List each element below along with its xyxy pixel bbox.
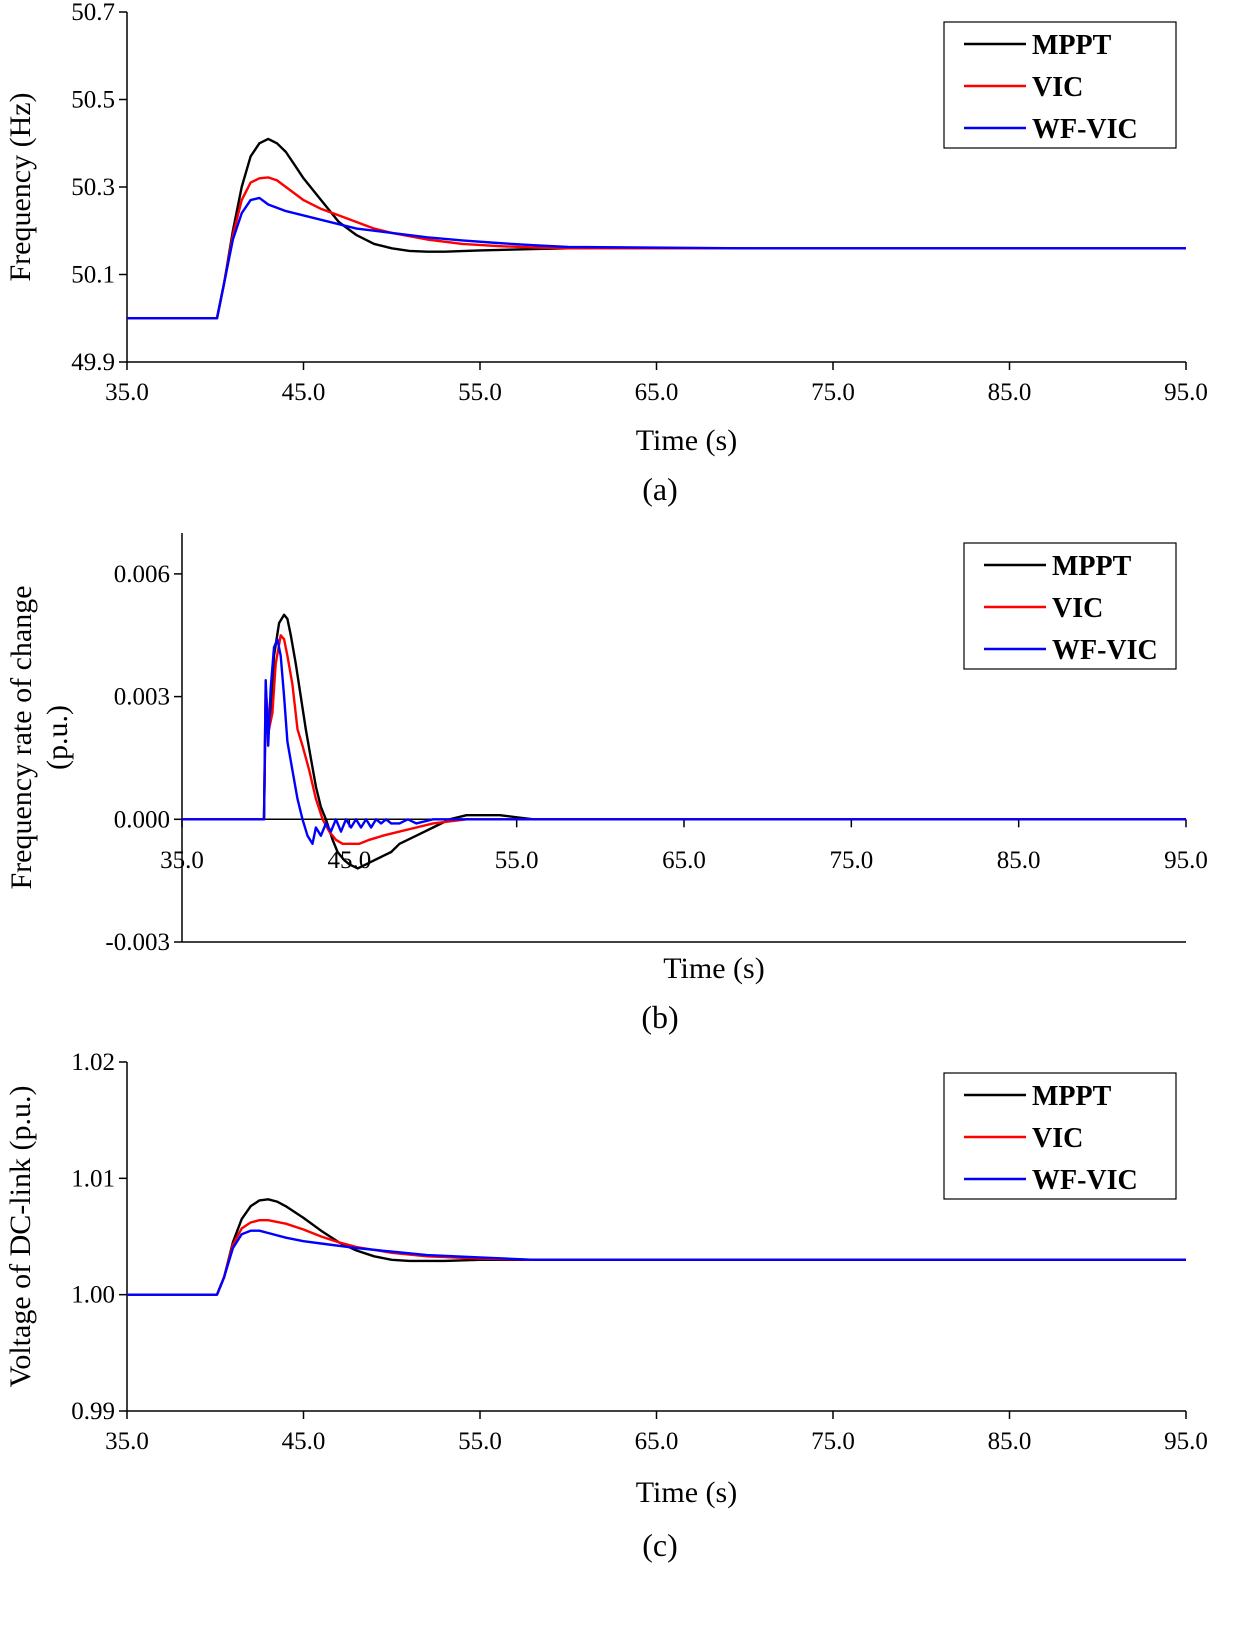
x-tick-label: 65.0 (635, 1428, 679, 1455)
y-tick-label: 0.99 (71, 1398, 115, 1425)
series-line-vic (127, 1218, 1186, 1296)
series-line-mppt (182, 613, 1186, 870)
series-line-wf-vic (182, 638, 1186, 845)
y-tick-label: 50.5 (71, 87, 115, 114)
x-tick-label: 85.0 (988, 379, 1032, 406)
x-tick-label: 95.0 (1164, 1428, 1208, 1455)
x-tick-label: 35.0 (160, 847, 204, 874)
x-tick-label: 95.0 (1164, 379, 1208, 406)
series-line-mppt (127, 1198, 1186, 1296)
legend-label: WF-VIC (1052, 635, 1158, 666)
x-tick-label: 65.0 (635, 379, 679, 406)
x-tick-label: 75.0 (829, 847, 873, 874)
legend-label: WF-VIC (1032, 1165, 1138, 1196)
x-tick-label: 95.0 (1164, 847, 1208, 874)
legend: MPPT VIC WF-VIC (963, 542, 1177, 670)
y-tick-label: 50.7 (71, 0, 115, 26)
x-tick-label: 75.0 (811, 1428, 855, 1455)
legend: MPPT VIC WF-VIC (943, 1072, 1177, 1200)
y-tick-label: 1.00 (71, 1282, 115, 1309)
x-tick-label: 45.0 (327, 847, 371, 874)
x-tick-label: 45.0 (282, 379, 326, 406)
y-tick-label: 1.01 (71, 1165, 115, 1192)
x-tick-label: 65.0 (662, 847, 706, 874)
y-tick-label: -0.003 (105, 929, 170, 956)
panel-caption: (c) (642, 1527, 678, 1563)
y-tick-label: 1.02 (71, 1049, 115, 1076)
series-line-wf-vic (127, 196, 1186, 320)
y-axis-title: Voltage of DC-link (p.u.) (4, 1086, 37, 1388)
x-axis-title: Time (s) (663, 952, 764, 985)
legend-label: VIC (1032, 72, 1083, 103)
x-tick-label: 85.0 (988, 1428, 1032, 1455)
y-tick-label: 0.003 (114, 684, 170, 711)
chart-panel-1: 49.9 50.1 50.3 50.5 50.7 35.0 45.0 55.0 65.0 75.0… (4, 0, 1208, 507)
legend: MPPT VIC WF-VIC (943, 21, 1177, 149)
x-axis-title: Time (s) (636, 1476, 737, 1509)
legend-label: VIC (1052, 593, 1103, 624)
y-axis-title: Frequency rate of change (p.u.) (5, 585, 74, 889)
series-line-vic (182, 634, 1186, 845)
y-tick-label: 0.006 (114, 561, 170, 588)
x-tick-label: 35.0 (105, 379, 149, 406)
x-tick-label: 55.0 (495, 847, 539, 874)
series-line-vic (127, 176, 1186, 320)
x-tick-label: 45.0 (282, 1428, 326, 1455)
x-tick-label: 35.0 (105, 1428, 149, 1455)
x-axis-title: Time (s) (636, 424, 737, 457)
legend-label: MPPT (1032, 1081, 1112, 1112)
legend-label: MPPT (1032, 30, 1112, 61)
y-axis-title: Frequency (Hz) (4, 92, 37, 281)
y-tick-label: 50.1 (71, 262, 115, 289)
x-tick-label: 55.0 (458, 379, 502, 406)
y-tick-label: 50.3 (71, 174, 115, 201)
series-line-wf-vic (127, 1229, 1186, 1296)
y-tick-label: 49.9 (71, 349, 115, 376)
x-tick-label: 75.0 (811, 379, 855, 406)
legend-label: VIC (1032, 1123, 1083, 1154)
chart-panel-3: 0.99 1.00 1.01 1.02 35.0 45.0 55.0 65.0 75.0 85.0… (4, 1049, 1208, 1563)
x-tick-label: 85.0 (997, 847, 1041, 874)
legend-label: MPPT (1052, 551, 1132, 582)
legend-label: WF-VIC (1032, 114, 1138, 145)
panel-caption: (b) (641, 999, 678, 1035)
x-tick-label: 55.0 (458, 1428, 502, 1455)
series-line-mppt (127, 137, 1186, 320)
y-tick-label: 0.000 (114, 806, 170, 833)
panel-caption: (a) (642, 471, 678, 507)
chart-panel-2: -0.003 0.000 0.003 0.006 35.0 45.0 55.0 65.0 75.… (5, 533, 1208, 1035)
